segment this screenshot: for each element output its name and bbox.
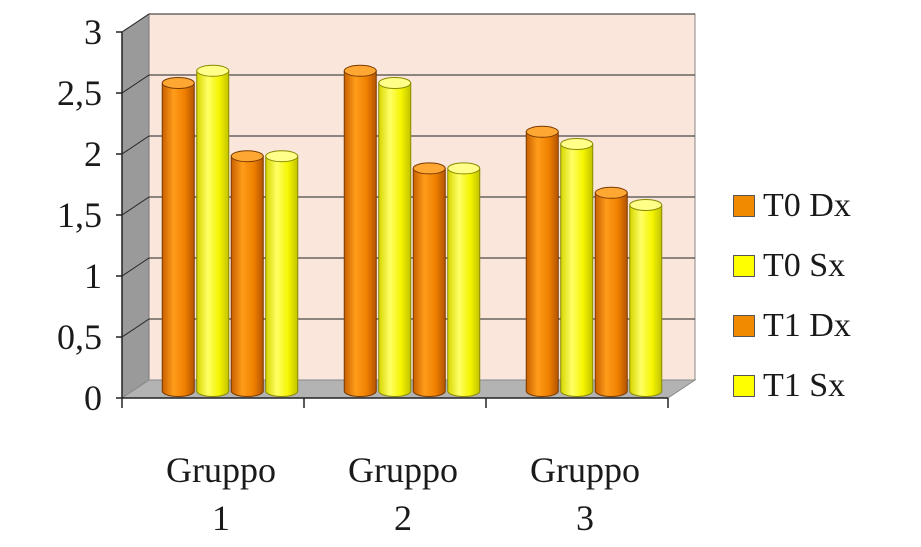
bar xyxy=(629,199,663,397)
bar-top xyxy=(594,186,628,199)
bar-top xyxy=(378,77,412,89)
bar-body xyxy=(560,143,594,397)
legend-swatch xyxy=(733,315,755,337)
bar-body xyxy=(161,82,195,397)
gridline-side xyxy=(121,196,150,216)
y-tick-label: 2 xyxy=(84,134,102,174)
bar-top xyxy=(560,138,594,150)
legend-label: T0 Dx xyxy=(763,187,851,224)
bar-body xyxy=(412,167,446,397)
x-tick-label: 2 xyxy=(394,498,412,538)
gridline-side xyxy=(121,318,150,338)
bar-body xyxy=(447,167,481,397)
gridline-side xyxy=(121,13,150,33)
gridline-side xyxy=(121,135,150,155)
y-tick-label: 0,5 xyxy=(57,317,102,357)
bar-body xyxy=(230,155,264,397)
x-tick-label: Gruppo xyxy=(530,450,640,490)
bar-body xyxy=(629,204,663,397)
bar-body xyxy=(525,131,559,397)
legend-label: T0 Sx xyxy=(763,247,846,284)
bar-top xyxy=(525,125,559,138)
legend-label: T1 Dx xyxy=(763,307,851,344)
y-tick-label: 1,5 xyxy=(57,195,102,235)
bar-top xyxy=(196,64,230,77)
y-tick-label: 2,5 xyxy=(57,73,102,113)
bar xyxy=(594,186,628,397)
bar xyxy=(378,77,412,397)
bar-top xyxy=(629,199,663,211)
bar-body xyxy=(378,82,412,397)
gridline-side xyxy=(121,74,150,94)
legend-item: T1 Dx xyxy=(733,296,851,356)
bar-top xyxy=(230,150,264,163)
bar-top xyxy=(412,162,446,175)
bar-top xyxy=(447,162,481,175)
bar-body xyxy=(594,192,628,397)
legend-item: T0 Dx xyxy=(733,176,851,236)
x-tick-label: 3 xyxy=(576,498,594,538)
bar xyxy=(412,162,446,397)
bar xyxy=(525,125,559,397)
x-tick-label: Gruppo xyxy=(348,450,458,490)
legend-swatch xyxy=(733,195,755,217)
y-tick-label: 1 xyxy=(84,256,102,296)
gridline-side xyxy=(121,257,150,277)
y-tick-label: 0 xyxy=(84,378,102,418)
legend-swatch xyxy=(733,255,755,277)
bar xyxy=(230,150,264,397)
legend-label: T1 Sx xyxy=(763,367,846,404)
y-tick-label: 3 xyxy=(84,12,102,52)
bar xyxy=(560,138,594,397)
bar-body xyxy=(343,70,377,397)
bar-top xyxy=(343,64,377,77)
bar xyxy=(447,162,481,397)
x-tick-label: Gruppo xyxy=(166,450,276,490)
bar-body xyxy=(265,155,299,397)
bar-top xyxy=(161,77,195,89)
bar-body xyxy=(196,70,230,397)
x-tick-label: 1 xyxy=(212,498,230,538)
legend: T0 Dx T0 Sx T1 Dx T1 Sx xyxy=(733,176,851,416)
bar xyxy=(196,64,230,397)
bar-top xyxy=(265,150,299,163)
bar xyxy=(343,64,377,397)
legend-item: T1 Sx xyxy=(733,356,851,416)
bar xyxy=(265,150,299,397)
bar xyxy=(161,77,195,397)
legend-swatch xyxy=(733,375,755,397)
legend-item: T0 Sx xyxy=(733,236,851,296)
